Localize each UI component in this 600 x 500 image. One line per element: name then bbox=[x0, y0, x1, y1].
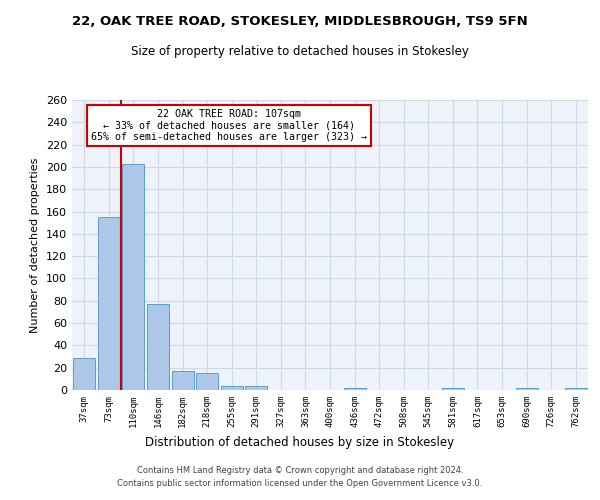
Bar bbox=[245, 386, 268, 390]
Bar bbox=[98, 217, 120, 390]
Y-axis label: Number of detached properties: Number of detached properties bbox=[31, 158, 40, 332]
Bar bbox=[122, 164, 145, 390]
Bar bbox=[565, 388, 587, 390]
Text: 22 OAK TREE ROAD: 107sqm
← 33% of detached houses are smaller (164)
65% of semi-: 22 OAK TREE ROAD: 107sqm ← 33% of detach… bbox=[91, 108, 367, 142]
Bar bbox=[172, 371, 194, 390]
Bar bbox=[442, 388, 464, 390]
Bar bbox=[147, 304, 169, 390]
Bar bbox=[344, 388, 365, 390]
Bar bbox=[73, 358, 95, 390]
Text: Contains HM Land Registry data © Crown copyright and database right 2024.
Contai: Contains HM Land Registry data © Crown c… bbox=[118, 466, 482, 487]
Text: 22, OAK TREE ROAD, STOKESLEY, MIDDLESBROUGH, TS9 5FN: 22, OAK TREE ROAD, STOKESLEY, MIDDLESBRO… bbox=[72, 15, 528, 28]
Text: Size of property relative to detached houses in Stokesley: Size of property relative to detached ho… bbox=[131, 45, 469, 58]
Text: Distribution of detached houses by size in Stokesley: Distribution of detached houses by size … bbox=[145, 436, 455, 449]
Bar bbox=[196, 374, 218, 390]
Bar bbox=[221, 386, 243, 390]
Bar bbox=[515, 388, 538, 390]
